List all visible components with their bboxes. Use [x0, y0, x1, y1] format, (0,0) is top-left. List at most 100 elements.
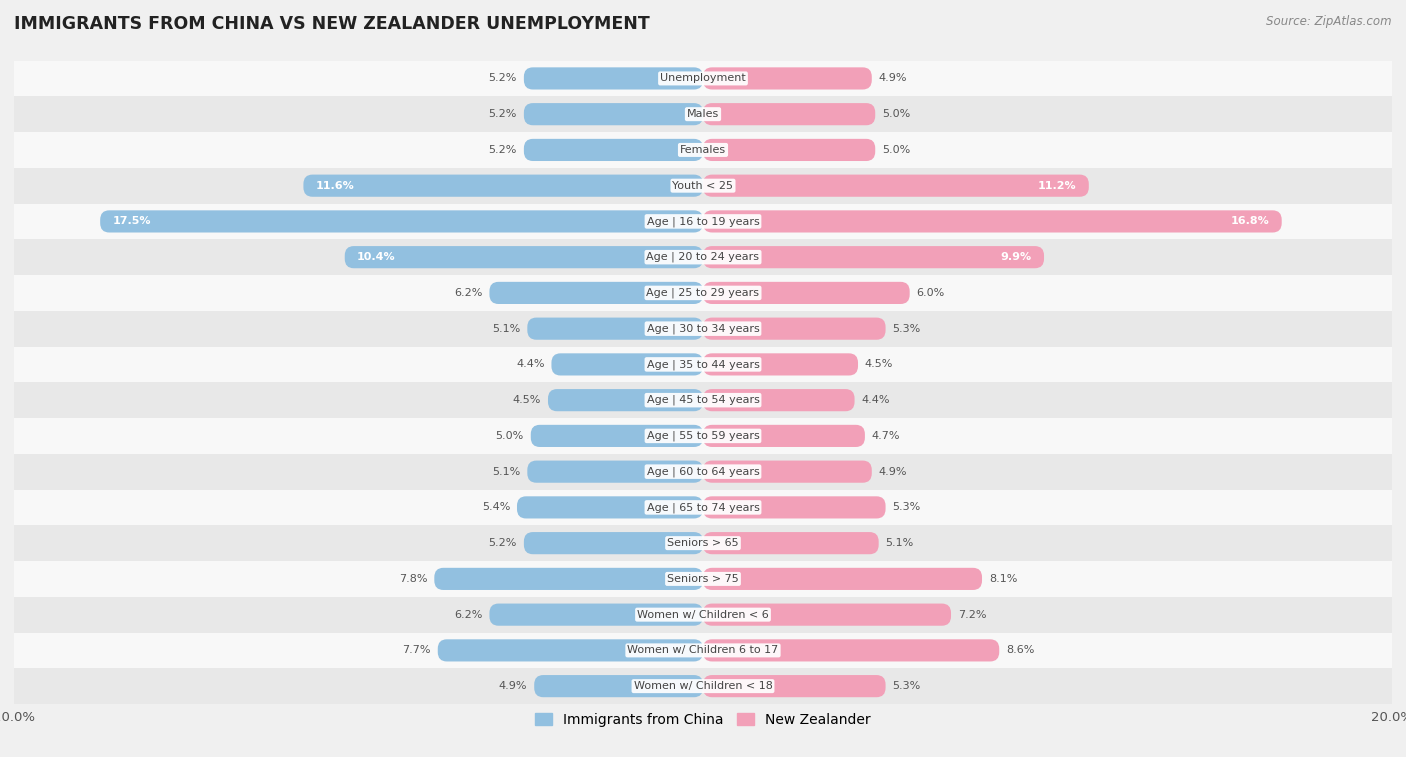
- Bar: [14, 168, 1392, 204]
- Text: 5.0%: 5.0%: [496, 431, 524, 441]
- FancyBboxPatch shape: [517, 497, 703, 519]
- Text: Females: Females: [681, 145, 725, 155]
- Text: 4.9%: 4.9%: [879, 73, 907, 83]
- Text: 4.9%: 4.9%: [879, 466, 907, 477]
- FancyBboxPatch shape: [524, 532, 703, 554]
- Text: 5.0%: 5.0%: [882, 145, 910, 155]
- FancyBboxPatch shape: [551, 354, 703, 375]
- Text: 16.8%: 16.8%: [1230, 217, 1270, 226]
- Text: 4.5%: 4.5%: [513, 395, 541, 405]
- Bar: [14, 239, 1392, 275]
- Text: 5.0%: 5.0%: [882, 109, 910, 119]
- Text: 9.9%: 9.9%: [1001, 252, 1032, 262]
- Text: 6.2%: 6.2%: [454, 288, 482, 298]
- Bar: [14, 275, 1392, 311]
- Text: Youth < 25: Youth < 25: [672, 181, 734, 191]
- Text: 5.2%: 5.2%: [489, 538, 517, 548]
- FancyBboxPatch shape: [703, 675, 886, 697]
- Bar: [14, 382, 1392, 418]
- FancyBboxPatch shape: [703, 246, 1045, 268]
- FancyBboxPatch shape: [703, 103, 875, 125]
- Text: Age | 25 to 29 years: Age | 25 to 29 years: [647, 288, 759, 298]
- Text: Unemployment: Unemployment: [661, 73, 745, 83]
- FancyBboxPatch shape: [703, 497, 886, 519]
- FancyBboxPatch shape: [524, 67, 703, 89]
- Text: 5.1%: 5.1%: [492, 324, 520, 334]
- Text: Source: ZipAtlas.com: Source: ZipAtlas.com: [1267, 15, 1392, 28]
- FancyBboxPatch shape: [703, 640, 1000, 662]
- FancyBboxPatch shape: [524, 103, 703, 125]
- Text: 5.2%: 5.2%: [489, 73, 517, 83]
- Text: Age | 55 to 59 years: Age | 55 to 59 years: [647, 431, 759, 441]
- Text: Age | 60 to 64 years: Age | 60 to 64 years: [647, 466, 759, 477]
- Text: 11.6%: 11.6%: [315, 181, 354, 191]
- FancyBboxPatch shape: [703, 532, 879, 554]
- FancyBboxPatch shape: [437, 640, 703, 662]
- Text: 4.7%: 4.7%: [872, 431, 900, 441]
- Text: 5.3%: 5.3%: [893, 324, 921, 334]
- FancyBboxPatch shape: [703, 389, 855, 411]
- FancyBboxPatch shape: [703, 354, 858, 375]
- FancyBboxPatch shape: [703, 282, 910, 304]
- FancyBboxPatch shape: [489, 282, 703, 304]
- Text: 8.6%: 8.6%: [1007, 646, 1035, 656]
- Text: 6.0%: 6.0%: [917, 288, 945, 298]
- Bar: [14, 525, 1392, 561]
- Text: 7.8%: 7.8%: [399, 574, 427, 584]
- Bar: [14, 453, 1392, 490]
- Bar: [14, 490, 1392, 525]
- Text: 7.2%: 7.2%: [957, 609, 987, 620]
- Text: Women w/ Children 6 to 17: Women w/ Children 6 to 17: [627, 646, 779, 656]
- Text: Women w/ Children < 18: Women w/ Children < 18: [634, 681, 772, 691]
- FancyBboxPatch shape: [703, 425, 865, 447]
- Text: Age | 65 to 74 years: Age | 65 to 74 years: [647, 502, 759, 512]
- Bar: [14, 561, 1392, 597]
- Text: 5.1%: 5.1%: [492, 466, 520, 477]
- Text: Age | 45 to 54 years: Age | 45 to 54 years: [647, 395, 759, 406]
- FancyBboxPatch shape: [703, 318, 886, 340]
- Legend: Immigrants from China, New Zealander: Immigrants from China, New Zealander: [530, 707, 876, 733]
- FancyBboxPatch shape: [100, 210, 703, 232]
- Text: 5.2%: 5.2%: [489, 109, 517, 119]
- Text: 11.2%: 11.2%: [1038, 181, 1077, 191]
- FancyBboxPatch shape: [527, 460, 703, 483]
- Text: Age | 35 to 44 years: Age | 35 to 44 years: [647, 359, 759, 369]
- Text: IMMIGRANTS FROM CHINA VS NEW ZEALANDER UNEMPLOYMENT: IMMIGRANTS FROM CHINA VS NEW ZEALANDER U…: [14, 15, 650, 33]
- Text: 5.3%: 5.3%: [893, 503, 921, 512]
- FancyBboxPatch shape: [703, 210, 1282, 232]
- Text: Seniors > 75: Seniors > 75: [666, 574, 740, 584]
- Text: Women w/ Children < 6: Women w/ Children < 6: [637, 609, 769, 620]
- FancyBboxPatch shape: [703, 67, 872, 89]
- FancyBboxPatch shape: [531, 425, 703, 447]
- Text: 8.1%: 8.1%: [988, 574, 1018, 584]
- Bar: [14, 311, 1392, 347]
- Text: 10.4%: 10.4%: [357, 252, 395, 262]
- Text: 4.9%: 4.9%: [499, 681, 527, 691]
- FancyBboxPatch shape: [434, 568, 703, 590]
- FancyBboxPatch shape: [703, 568, 981, 590]
- FancyBboxPatch shape: [703, 139, 875, 161]
- Text: 4.4%: 4.4%: [516, 360, 544, 369]
- FancyBboxPatch shape: [703, 460, 872, 483]
- Text: Males: Males: [688, 109, 718, 119]
- FancyBboxPatch shape: [548, 389, 703, 411]
- Text: 4.4%: 4.4%: [862, 395, 890, 405]
- Text: 5.4%: 5.4%: [482, 503, 510, 512]
- Bar: [14, 61, 1392, 96]
- Text: Age | 30 to 34 years: Age | 30 to 34 years: [647, 323, 759, 334]
- Bar: [14, 668, 1392, 704]
- Text: 5.1%: 5.1%: [886, 538, 914, 548]
- FancyBboxPatch shape: [489, 603, 703, 626]
- Text: Age | 16 to 19 years: Age | 16 to 19 years: [647, 217, 759, 226]
- FancyBboxPatch shape: [703, 603, 950, 626]
- Text: 5.3%: 5.3%: [893, 681, 921, 691]
- Bar: [14, 347, 1392, 382]
- Text: 6.2%: 6.2%: [454, 609, 482, 620]
- FancyBboxPatch shape: [534, 675, 703, 697]
- FancyBboxPatch shape: [344, 246, 703, 268]
- Text: Seniors > 65: Seniors > 65: [668, 538, 738, 548]
- Bar: [14, 418, 1392, 453]
- Bar: [14, 96, 1392, 132]
- Bar: [14, 132, 1392, 168]
- Text: 17.5%: 17.5%: [112, 217, 150, 226]
